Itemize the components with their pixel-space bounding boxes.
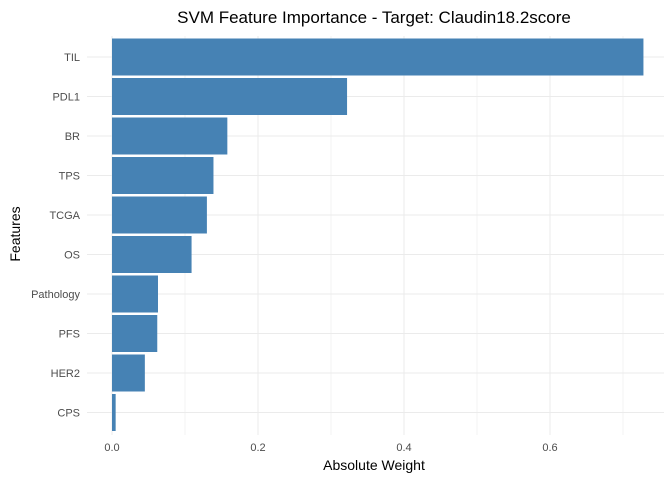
x-tick-label: 0.0 xyxy=(104,442,119,454)
y-tick-label: OS xyxy=(64,250,80,262)
bar-pathology xyxy=(112,275,158,313)
y-tick-label: Pathology xyxy=(31,289,80,301)
x-tick-label: 0.4 xyxy=(396,442,411,454)
bar-os xyxy=(112,236,192,273)
bar-til xyxy=(112,38,644,76)
y-tick-labels: TIL PDL1 BR TPS TCGA OS Pathology PFS HER2 CPS xyxy=(31,52,81,420)
bar-her2 xyxy=(112,354,145,392)
y-tick-label: PDL1 xyxy=(52,92,80,104)
y-tick-label: TIL xyxy=(64,52,80,64)
y-tick-label: TCGA xyxy=(49,210,80,222)
y-axis-title: Features xyxy=(7,206,23,261)
bar-pdl1 xyxy=(112,78,348,115)
bar-cps xyxy=(112,394,116,431)
bars-layer xyxy=(112,38,644,431)
y-tick-label: HER2 xyxy=(51,368,80,380)
y-tick-label: TPS xyxy=(59,171,80,183)
y-tick-label: CPS xyxy=(57,408,80,420)
x-tick-label: 0.2 xyxy=(250,442,265,454)
bar-br xyxy=(112,117,228,155)
bar-pfs xyxy=(112,315,158,352)
y-tick-label: BR xyxy=(65,131,80,143)
bar-tcga xyxy=(112,196,207,234)
y-tick-label: PFS xyxy=(59,329,80,341)
x-tick-label: 0.6 xyxy=(542,442,557,454)
x-tick-labels: 0.0 0.2 0.4 0.6 xyxy=(104,442,557,454)
bar-tps xyxy=(112,157,214,194)
chart-title: SVM Feature Importance - Target: Claudin… xyxy=(177,8,571,27)
x-axis-title: Absolute Weight xyxy=(323,457,425,473)
